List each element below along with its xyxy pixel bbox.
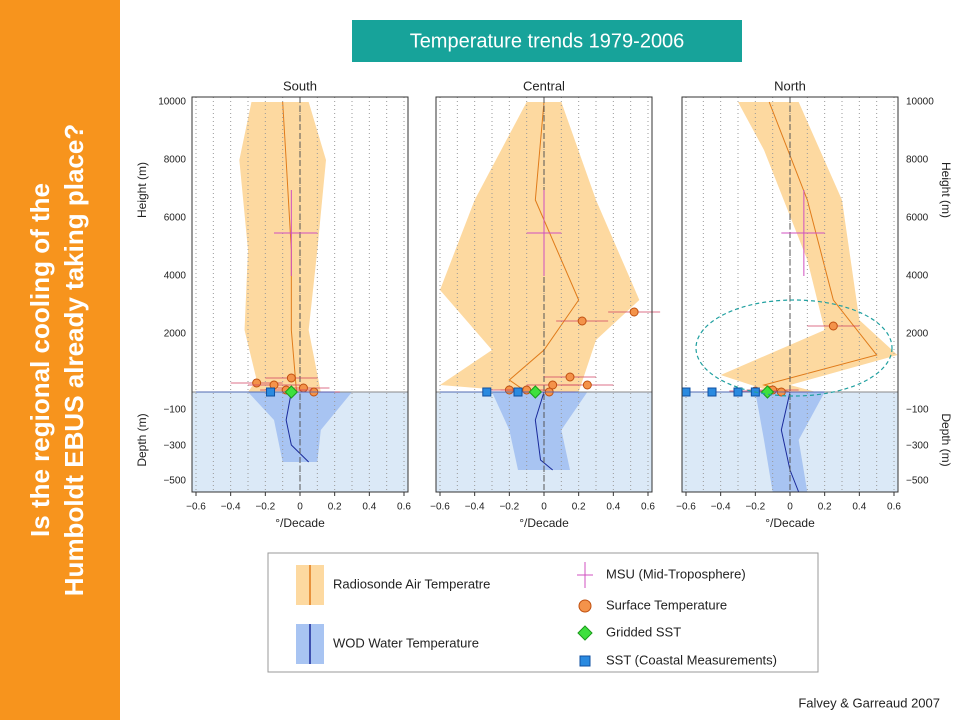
x-tick-label: −0.4 [711,502,731,513]
depth-tick-label: −500 [906,476,929,487]
water-median [780,391,800,493]
x-tick-label: −0.2 [499,502,519,513]
legend-label: Radiosonde Air Temperatre [333,576,490,591]
legend-label: Gridded SST [606,624,681,639]
x-tick-label: −0.6 [430,502,450,513]
surface-point [565,372,575,382]
height-tick-label: 4000 [906,271,929,282]
x-tick-label: 0.2 [328,502,342,513]
highlight-ellipse [695,299,893,397]
x-tick-label: 0.4 [606,502,620,513]
legend-icon [579,655,591,667]
height-tick-label: 8000 [906,155,929,166]
title: Temperature trends 1979-2006 [410,30,685,52]
sst-point [707,387,717,397]
sst-point [681,387,691,397]
x-tick-label: −0.6 [676,502,696,513]
height-tick-label: 6000 [906,213,929,224]
panel-title: North [774,78,806,93]
x-tick-label: −0.4 [221,502,241,513]
title-box [352,20,742,62]
height-tick-label: 6000 [164,213,187,224]
depth-axis-label: Depth (m) [939,413,953,466]
depth-tick-label: −500 [163,476,186,487]
legend-icon [577,625,593,641]
legend-label: MSU (Mid-Troposphere) [606,566,746,581]
legend [267,552,819,673]
x-axis-label: °/Decade [275,516,325,530]
legend-icon [578,599,592,613]
x-tick-label: 0.4 [852,502,866,513]
x-tick-label: 0 [541,502,547,513]
x-tick-label: 0 [787,502,793,513]
gridded-sst [284,385,299,399]
sst-point [513,387,523,397]
depth-tick-label: −100 [163,405,186,416]
height-tick-label: 2000 [164,329,187,340]
surface-point [828,321,838,331]
x-tick-label: 0.2 [572,502,586,513]
x-tick-label: 0 [297,502,303,513]
air-band [440,102,640,392]
x-tick-label: −0.6 [186,502,206,513]
legend-label: Surface Temperature [606,597,727,612]
sidebar-line: Humboldt EBUS already taking place? [59,124,89,596]
panel-title: South [283,78,317,93]
x-tick-label: 0.2 [818,502,832,513]
x-axis-label: °/Decade [765,516,815,530]
sidebar-text: Is the regional cooling of the Humboldt … [25,124,89,596]
legend-label: SST (Coastal Measurements) [606,652,777,667]
x-tick-label: 0.6 [641,502,655,513]
x-tick-label: −0.4 [465,502,485,513]
height-tick-label: 4000 [164,271,187,282]
x-tick-label: −0.2 [745,502,765,513]
x-tick-label: −0.2 [255,502,275,513]
gridded-sst [528,385,543,399]
sst-point [266,387,276,397]
sidebar [0,0,120,720]
legend-label: WOD Water Temperature [333,635,479,650]
depth-tick-label: −300 [163,441,186,452]
surface-point [286,373,296,383]
sidebar-line: Is the regional cooling of the [25,183,55,537]
height-axis-label: Height (m) [135,162,149,218]
surface-point [548,380,558,390]
surface-point [252,378,262,388]
x-tick-label: 0.6 [887,502,901,513]
height-tick-label: 2000 [906,329,929,340]
x-axis-label: °/Decade [519,516,569,530]
air-band [720,102,898,392]
surface-point [298,383,308,393]
water-band [492,392,588,470]
depth-tick-label: −300 [906,441,929,452]
x-tick-label: 0.6 [397,502,411,513]
height-tick-label: 10000 [906,97,934,108]
air-band [239,102,326,392]
panel-title: Central [523,78,565,93]
height-tick-label: 8000 [164,155,187,166]
depth-axis-label: Depth (m) [135,413,149,466]
surface-point [629,307,639,317]
sst-point [482,387,492,397]
height-tick-label: 10000 [158,97,186,108]
x-tick-label: 0.4 [362,502,376,513]
credit: Falvey & Garreaud 2007 [798,695,940,710]
sst-point [733,387,743,397]
surface-point [577,316,587,326]
depth-tick-label: −100 [906,405,929,416]
height-axis-label: Height (m) [939,162,953,218]
surface-point [582,380,592,390]
water-median [534,391,553,471]
